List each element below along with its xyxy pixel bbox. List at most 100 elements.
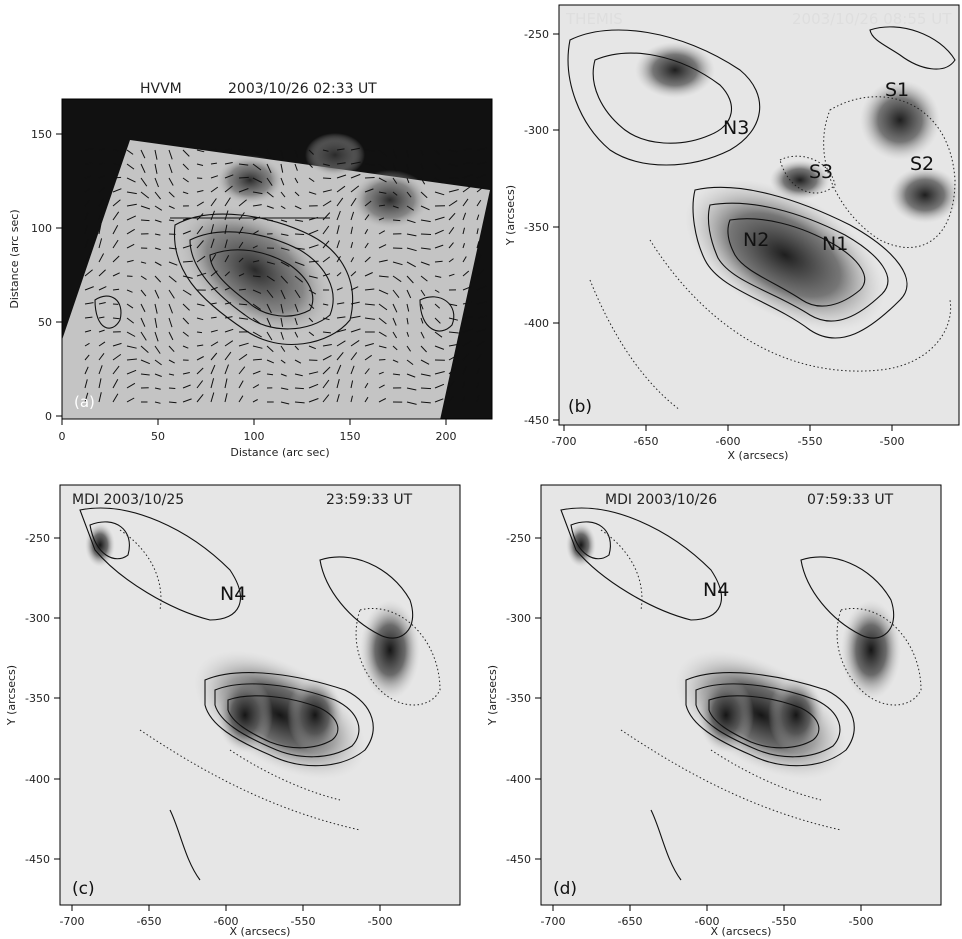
velocity-arrow	[322, 354, 332, 361]
velocity-arrow	[336, 272, 342, 277]
velocity-arrow	[84, 379, 88, 389]
velocity-arrow	[350, 226, 353, 235]
velocity-arrow	[252, 163, 262, 171]
velocity-arrow	[224, 185, 233, 193]
velocity-arrow	[84, 302, 94, 305]
velocity-arrow	[238, 176, 249, 179]
panel-d-contour-2	[695, 683, 841, 758]
velocity-arrow	[462, 366, 467, 375]
velocity-arrow	[168, 359, 175, 364]
velocity-arrow	[210, 302, 217, 305]
velocity-arrow	[210, 378, 215, 389]
panel-c-sunspot-umbra-2	[287, 677, 343, 753]
velocity-arrow	[294, 219, 304, 222]
panel-b-xtick-label: -500	[880, 435, 905, 448]
velocity-arrow	[308, 345, 316, 350]
velocity-arrow	[434, 163, 442, 170]
velocity-arrow	[322, 317, 330, 321]
velocity-arrow	[126, 177, 136, 183]
velocity-arrow	[434, 260, 443, 263]
velocity-arrow	[350, 241, 354, 249]
velocity-arrow	[350, 147, 360, 151]
velocity-arrow	[252, 331, 262, 338]
velocity-arrow	[182, 149, 190, 157]
panel-c-contour-5	[89, 521, 130, 560]
velocity-arrow	[84, 253, 91, 263]
velocity-arrow	[252, 303, 261, 310]
velocity-arrow	[420, 191, 428, 199]
velocity-arrow	[252, 216, 261, 221]
panel-c-region-n4: N4	[220, 583, 246, 605]
panel-b-sunspot-s3	[770, 160, 830, 200]
panel-d-plot: MDI 2003/10/26 07:59:33 UT (d) N4 -700 -…	[486, 484, 942, 938]
velocity-arrow	[238, 303, 248, 306]
panel-d-xtick-label: -600	[695, 915, 720, 928]
velocity-arrow	[476, 186, 484, 193]
velocity-arrow	[448, 258, 454, 263]
velocity-arrow	[154, 275, 162, 283]
velocity-arrow	[420, 401, 431, 404]
velocity-arrow	[448, 163, 459, 167]
velocity-arrow	[350, 365, 355, 375]
velocity-arrow	[434, 216, 445, 221]
velocity-arrow	[154, 373, 162, 377]
velocity-arrow	[280, 289, 286, 300]
velocity-arrow	[280, 359, 286, 364]
velocity-arrow	[322, 331, 331, 334]
panel-d-contour-5	[570, 521, 611, 560]
velocity-arrow	[392, 163, 397, 172]
velocity-arrow	[252, 358, 262, 361]
velocity-arrow	[182, 230, 191, 235]
panel-c-ytick-label: -250	[25, 532, 50, 545]
velocity-arrow	[308, 229, 319, 235]
velocity-arrow	[252, 289, 262, 294]
velocity-arrow	[154, 191, 161, 200]
velocity-arrow	[294, 359, 302, 364]
velocity-arrow	[280, 219, 288, 223]
velocity-arrow	[112, 163, 120, 166]
velocity-arrow	[322, 200, 332, 207]
velocity-arrow	[322, 303, 329, 306]
velocity-arrow	[112, 225, 119, 235]
velocity-arrow	[280, 149, 284, 160]
velocity-arrow	[364, 343, 374, 347]
panel-d-sunspot-nw	[566, 523, 596, 567]
velocity-arrow	[154, 177, 159, 188]
velocity-arrow	[378, 317, 387, 325]
panel-b-xtick-label: -600	[716, 435, 741, 448]
velocity-arrow	[280, 345, 286, 352]
velocity-arrow	[84, 148, 94, 151]
velocity-arrow	[98, 353, 105, 361]
velocity-arrow	[364, 288, 375, 291]
velocity-arrow	[434, 177, 443, 184]
velocity-arrow	[378, 345, 387, 349]
panel-c-contour-2	[214, 683, 360, 758]
velocity-arrow	[168, 149, 173, 160]
velocity-arrow	[126, 149, 134, 155]
velocity-arrow	[98, 365, 103, 375]
velocity-arrow	[434, 383, 445, 389]
panel-b-contour-5	[592, 52, 733, 144]
panel-d-xtick-label: -500	[849, 915, 874, 928]
velocity-arrow	[98, 175, 105, 179]
velocity-arrow	[168, 373, 175, 376]
velocity-arrow	[322, 256, 331, 263]
velocity-arrow	[252, 370, 261, 375]
velocity-arrow	[252, 384, 260, 389]
panel-d-contour-dotted-4	[710, 749, 822, 801]
velocity-arrow	[378, 398, 387, 403]
velocity-arrow	[336, 287, 343, 291]
velocity-arrow	[448, 273, 455, 277]
velocity-arrow	[336, 351, 344, 361]
velocity-arrow	[98, 302, 106, 305]
velocity-arrow	[308, 244, 319, 249]
velocity-arrow	[378, 359, 386, 361]
velocity-arrow	[140, 205, 151, 210]
velocity-arrow	[238, 199, 247, 207]
velocity-arrow	[448, 354, 458, 361]
panel-a-ytick-label: 150	[31, 128, 52, 141]
velocity-arrow	[308, 331, 315, 337]
velocity-arrow	[448, 227, 455, 235]
velocity-arrow	[476, 285, 487, 291]
velocity-arrow	[280, 373, 287, 377]
